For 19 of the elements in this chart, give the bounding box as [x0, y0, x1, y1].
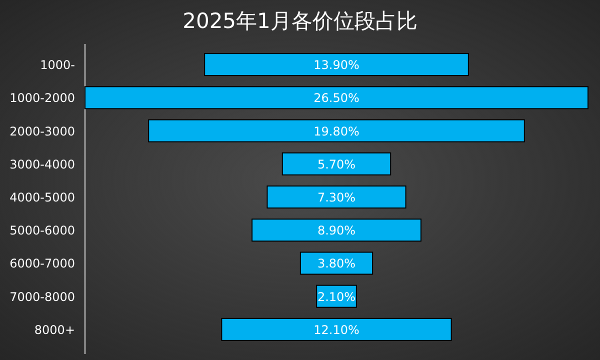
category-label: 1000-2000: [10, 91, 75, 106]
category-label: 8000+: [34, 322, 75, 337]
data-label: 8.90%: [317, 224, 356, 238]
data-label: 2.10%: [317, 290, 356, 304]
data-label: 7.30%: [317, 190, 356, 204]
category-label: 3000-4000: [10, 157, 75, 172]
data-label: 13.90%: [314, 58, 360, 72]
category-label: 7000-8000: [10, 290, 75, 304]
category-label: 1000-: [40, 58, 75, 72]
data-label: 26.50%: [314, 91, 360, 106]
data-label: 3.80%: [317, 256, 356, 271]
category-label: 5000-6000: [10, 224, 75, 238]
text: 2025年1月各价位段占比: [182, 9, 418, 33]
category-label: 6000-7000: [10, 256, 75, 271]
data-label: 5.70%: [317, 157, 356, 172]
data-label: 12.10%: [314, 322, 360, 337]
data-label: 19.80%: [314, 124, 360, 138]
category-label: 2000-3000: [10, 124, 75, 138]
category-label: 4000-5000: [10, 190, 75, 204]
